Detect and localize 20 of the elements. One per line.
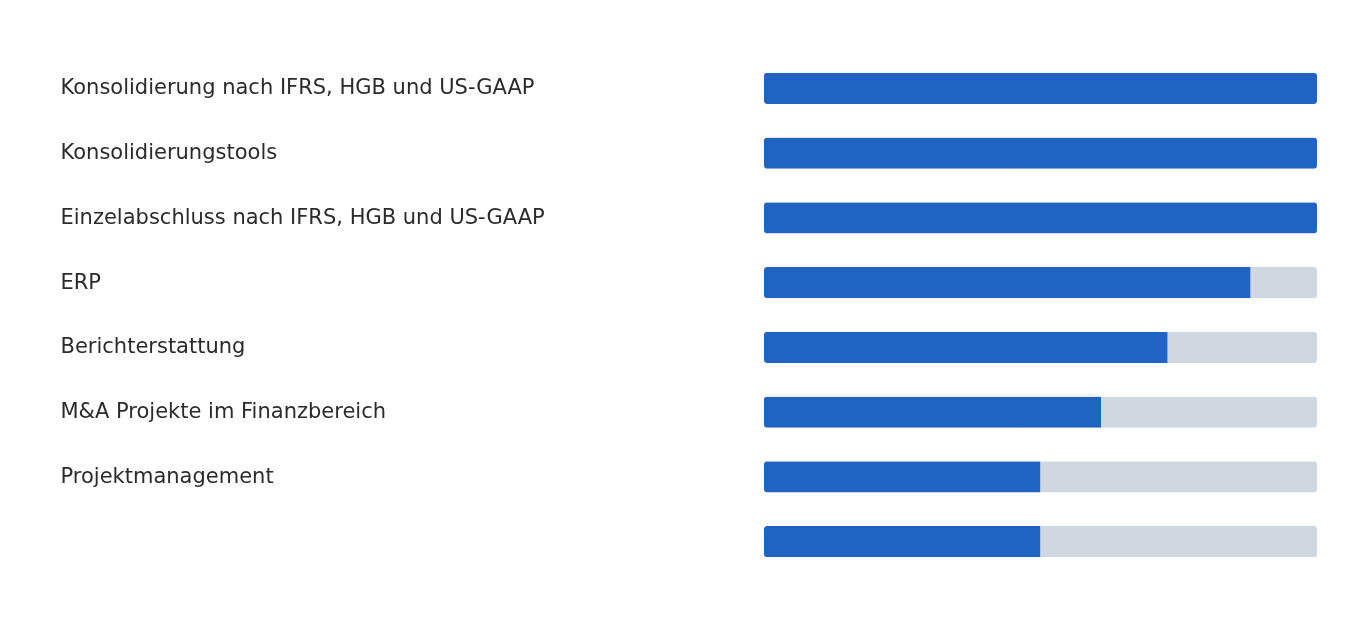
bar bbox=[764, 267, 1251, 299]
bar bbox=[1040, 461, 1317, 493]
y-tick-label: Konsolidierung nach IFRS, HGB und US-GAAP bbox=[60, 75, 535, 100]
bar bbox=[1101, 396, 1317, 428]
y-tick-label: Einzelabschluss nach IFRS, HGB und US-GAAP bbox=[60, 204, 545, 229]
bar bbox=[764, 331, 1168, 363]
y-tick-label: Konsolidierungstools bbox=[60, 140, 278, 165]
bar bbox=[764, 526, 1041, 558]
bar bbox=[764, 461, 1041, 493]
bar bbox=[1167, 331, 1317, 363]
bar bbox=[764, 202, 1317, 234]
y-tick-label: Projektmanagement bbox=[60, 463, 274, 488]
y-tick-label: Berichterstattung bbox=[60, 334, 246, 359]
bar bbox=[764, 72, 1317, 104]
bar bbox=[764, 396, 1102, 428]
y-tick-label: M&A Projekte im Finanzbereich bbox=[60, 399, 386, 424]
bar bbox=[1040, 526, 1317, 558]
y-tick-label: ERP bbox=[60, 269, 102, 294]
bar bbox=[1250, 267, 1317, 299]
bar bbox=[764, 137, 1317, 169]
